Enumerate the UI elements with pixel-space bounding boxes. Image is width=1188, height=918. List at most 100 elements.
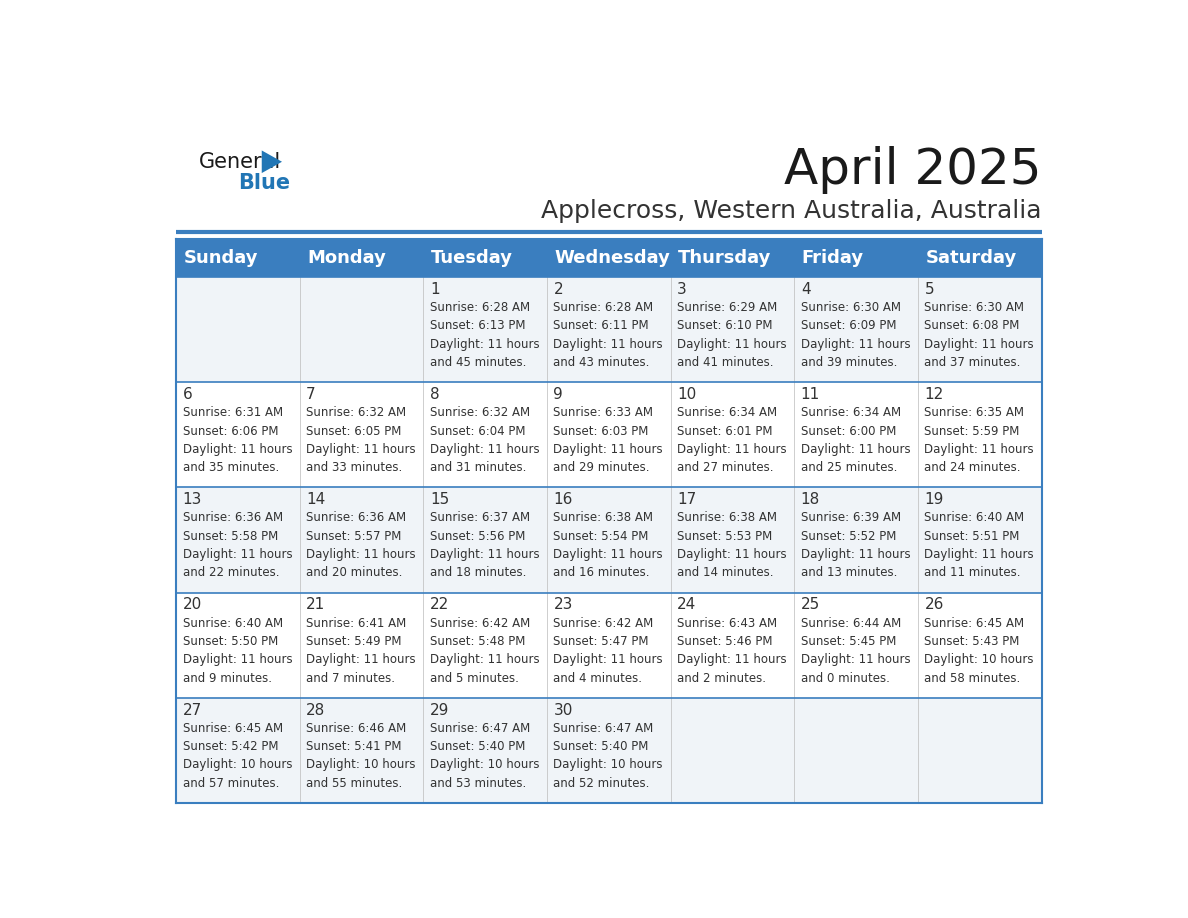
Text: 8: 8 xyxy=(430,387,440,402)
Text: and 4 minutes.: and 4 minutes. xyxy=(554,672,643,685)
Text: Sunset: 5:41 PM: Sunset: 5:41 PM xyxy=(307,740,402,753)
Bar xyxy=(176,487,1042,592)
Text: Daylight: 11 hours: Daylight: 11 hours xyxy=(554,654,663,666)
Text: Daylight: 11 hours: Daylight: 11 hours xyxy=(307,442,416,456)
Text: Sunrise: 6:32 AM: Sunrise: 6:32 AM xyxy=(430,406,530,420)
Text: and 9 minutes.: and 9 minutes. xyxy=(183,672,272,685)
Text: Sunrise: 6:41 AM: Sunrise: 6:41 AM xyxy=(307,617,406,630)
Text: Sunrise: 6:40 AM: Sunrise: 6:40 AM xyxy=(924,511,1024,524)
Text: Daylight: 11 hours: Daylight: 11 hours xyxy=(183,654,292,666)
Text: Thursday: Thursday xyxy=(678,249,771,267)
Text: Daylight: 11 hours: Daylight: 11 hours xyxy=(554,548,663,561)
Text: 20: 20 xyxy=(183,598,202,612)
Text: Daylight: 11 hours: Daylight: 11 hours xyxy=(924,548,1034,561)
Text: Daylight: 11 hours: Daylight: 11 hours xyxy=(183,548,292,561)
Text: Friday: Friday xyxy=(802,249,864,267)
Text: and 31 minutes.: and 31 minutes. xyxy=(430,461,526,475)
Text: Sunrise: 6:47 AM: Sunrise: 6:47 AM xyxy=(554,722,653,734)
Text: Sunset: 5:54 PM: Sunset: 5:54 PM xyxy=(554,530,649,543)
Text: Daylight: 11 hours: Daylight: 11 hours xyxy=(801,654,910,666)
Text: Daylight: 10 hours: Daylight: 10 hours xyxy=(430,758,539,771)
Text: Sunset: 5:47 PM: Sunset: 5:47 PM xyxy=(554,635,649,648)
Text: Daylight: 11 hours: Daylight: 11 hours xyxy=(307,548,416,561)
Text: 15: 15 xyxy=(430,492,449,508)
Bar xyxy=(176,239,1042,277)
Text: 19: 19 xyxy=(924,492,943,508)
Text: Monday: Monday xyxy=(308,249,386,267)
Text: Sunset: 5:46 PM: Sunset: 5:46 PM xyxy=(677,635,772,648)
Text: Sunset: 5:43 PM: Sunset: 5:43 PM xyxy=(924,635,1019,648)
Text: Daylight: 11 hours: Daylight: 11 hours xyxy=(924,338,1034,351)
Text: and 2 minutes.: and 2 minutes. xyxy=(677,672,766,685)
Text: Daylight: 11 hours: Daylight: 11 hours xyxy=(924,442,1034,456)
Text: Sunrise: 6:42 AM: Sunrise: 6:42 AM xyxy=(430,617,530,630)
Text: 30: 30 xyxy=(554,702,573,718)
Text: Sunrise: 6:29 AM: Sunrise: 6:29 AM xyxy=(677,301,777,314)
Text: 25: 25 xyxy=(801,598,820,612)
Text: and 27 minutes.: and 27 minutes. xyxy=(677,461,773,475)
Text: Sunrise: 6:47 AM: Sunrise: 6:47 AM xyxy=(430,722,530,734)
Text: Wednesday: Wednesday xyxy=(555,249,670,267)
Text: 3: 3 xyxy=(677,282,687,297)
Text: Sunset: 5:49 PM: Sunset: 5:49 PM xyxy=(307,635,402,648)
Text: Sunrise: 6:30 AM: Sunrise: 6:30 AM xyxy=(924,301,1024,314)
Text: 9: 9 xyxy=(554,387,563,402)
Bar xyxy=(176,382,1042,487)
Text: 7: 7 xyxy=(307,387,316,402)
Text: Sunday: Sunday xyxy=(183,249,258,267)
Text: Daylight: 11 hours: Daylight: 11 hours xyxy=(801,548,910,561)
Text: Sunrise: 6:31 AM: Sunrise: 6:31 AM xyxy=(183,406,283,420)
Bar xyxy=(176,698,1042,803)
Text: Sunrise: 6:35 AM: Sunrise: 6:35 AM xyxy=(924,406,1024,420)
Text: Sunset: 6:08 PM: Sunset: 6:08 PM xyxy=(924,319,1019,332)
Text: Sunrise: 6:28 AM: Sunrise: 6:28 AM xyxy=(430,301,530,314)
Text: Sunrise: 6:40 AM: Sunrise: 6:40 AM xyxy=(183,617,283,630)
Text: and 45 minutes.: and 45 minutes. xyxy=(430,356,526,369)
Text: Saturday: Saturday xyxy=(925,249,1017,267)
Text: Daylight: 11 hours: Daylight: 11 hours xyxy=(677,338,786,351)
Text: and 5 minutes.: and 5 minutes. xyxy=(430,672,519,685)
Text: and 35 minutes.: and 35 minutes. xyxy=(183,461,279,475)
Text: 2: 2 xyxy=(554,282,563,297)
Text: Sunrise: 6:36 AM: Sunrise: 6:36 AM xyxy=(183,511,283,524)
Text: Sunrise: 6:45 AM: Sunrise: 6:45 AM xyxy=(924,617,1024,630)
Text: Sunrise: 6:42 AM: Sunrise: 6:42 AM xyxy=(554,617,653,630)
Text: Daylight: 10 hours: Daylight: 10 hours xyxy=(554,758,663,771)
Text: Applecross, Western Australia, Australia: Applecross, Western Australia, Australia xyxy=(541,198,1042,222)
Text: Sunset: 5:50 PM: Sunset: 5:50 PM xyxy=(183,635,278,648)
Text: Sunset: 6:03 PM: Sunset: 6:03 PM xyxy=(554,424,649,438)
Text: 18: 18 xyxy=(801,492,820,508)
Text: 22: 22 xyxy=(430,598,449,612)
Text: Sunrise: 6:39 AM: Sunrise: 6:39 AM xyxy=(801,511,901,524)
Text: Sunrise: 6:46 AM: Sunrise: 6:46 AM xyxy=(307,722,406,734)
Text: Sunrise: 6:34 AM: Sunrise: 6:34 AM xyxy=(677,406,777,420)
Text: Daylight: 11 hours: Daylight: 11 hours xyxy=(430,442,539,456)
Text: 10: 10 xyxy=(677,387,696,402)
Text: April 2025: April 2025 xyxy=(784,146,1042,195)
Text: Sunset: 6:04 PM: Sunset: 6:04 PM xyxy=(430,424,525,438)
Text: Sunrise: 6:30 AM: Sunrise: 6:30 AM xyxy=(801,301,901,314)
Text: Daylight: 11 hours: Daylight: 11 hours xyxy=(801,338,910,351)
Text: Sunrise: 6:28 AM: Sunrise: 6:28 AM xyxy=(554,301,653,314)
Text: 24: 24 xyxy=(677,598,696,612)
Text: and 22 minutes.: and 22 minutes. xyxy=(183,566,279,579)
Text: 5: 5 xyxy=(924,282,934,297)
Text: Daylight: 10 hours: Daylight: 10 hours xyxy=(307,758,416,771)
Text: Sunrise: 6:44 AM: Sunrise: 6:44 AM xyxy=(801,617,901,630)
Text: Daylight: 10 hours: Daylight: 10 hours xyxy=(924,654,1034,666)
Bar xyxy=(176,592,1042,698)
Text: and 11 minutes.: and 11 minutes. xyxy=(924,566,1020,579)
Text: Sunset: 6:06 PM: Sunset: 6:06 PM xyxy=(183,424,278,438)
Bar xyxy=(176,277,1042,382)
Text: and 57 minutes.: and 57 minutes. xyxy=(183,777,279,789)
Text: 26: 26 xyxy=(924,598,943,612)
Text: Sunset: 6:05 PM: Sunset: 6:05 PM xyxy=(307,424,402,438)
Text: Sunset: 5:40 PM: Sunset: 5:40 PM xyxy=(430,740,525,753)
Text: Sunset: 5:53 PM: Sunset: 5:53 PM xyxy=(677,530,772,543)
Text: Daylight: 11 hours: Daylight: 11 hours xyxy=(554,442,663,456)
Text: Daylight: 11 hours: Daylight: 11 hours xyxy=(183,442,292,456)
Text: Daylight: 11 hours: Daylight: 11 hours xyxy=(677,548,786,561)
Text: Sunset: 5:57 PM: Sunset: 5:57 PM xyxy=(307,530,402,543)
Text: and 13 minutes.: and 13 minutes. xyxy=(801,566,897,579)
Text: Daylight: 11 hours: Daylight: 11 hours xyxy=(677,442,786,456)
